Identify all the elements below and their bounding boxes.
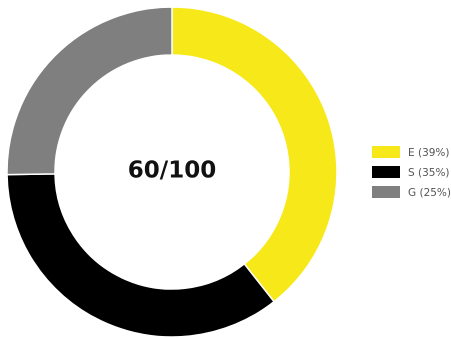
legend: E (39%) S (35%) G (25%) [372,146,451,199]
legend-swatch-s [372,166,400,178]
center-label: 60/100 [128,158,216,184]
donut-slices [6,6,338,338]
legend-swatch-e [372,146,400,158]
legend-label-e: E (39%) [408,147,450,159]
slice-e [171,6,338,303]
slice-s [6,173,276,338]
slice-g [6,6,173,176]
legend-label-s: S (35%) [408,167,450,179]
legend-swatch-g [372,186,400,198]
legend-label-g: G (25%) [408,187,451,199]
